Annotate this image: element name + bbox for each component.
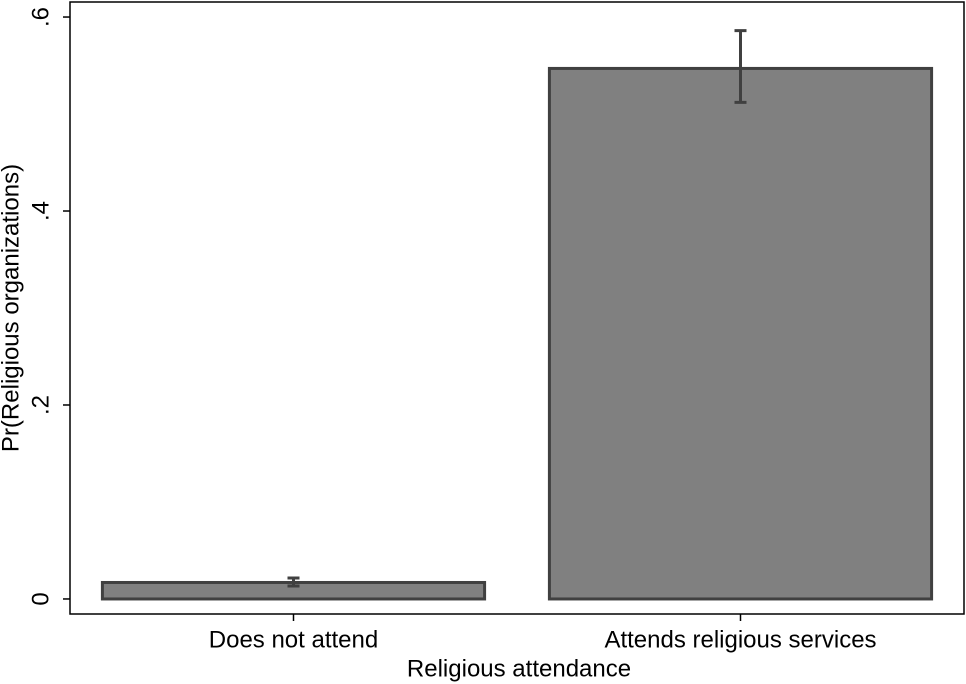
y-tick-label: .4 <box>27 201 54 221</box>
x-tick-label: Attends religious services <box>604 626 876 653</box>
bar <box>547 66 934 601</box>
x-tick-label: Does not attend <box>209 626 378 653</box>
error-bar <box>287 576 300 588</box>
y-tick-label: .2 <box>27 395 54 415</box>
x-axis-title: Religious attendance <box>407 655 631 682</box>
y-tick-label: 0 <box>27 592 54 605</box>
error-bar <box>734 29 747 104</box>
y-tick-label: .6 <box>27 7 54 27</box>
y-axis-title: Pr(Religious organizations) <box>0 164 24 452</box>
